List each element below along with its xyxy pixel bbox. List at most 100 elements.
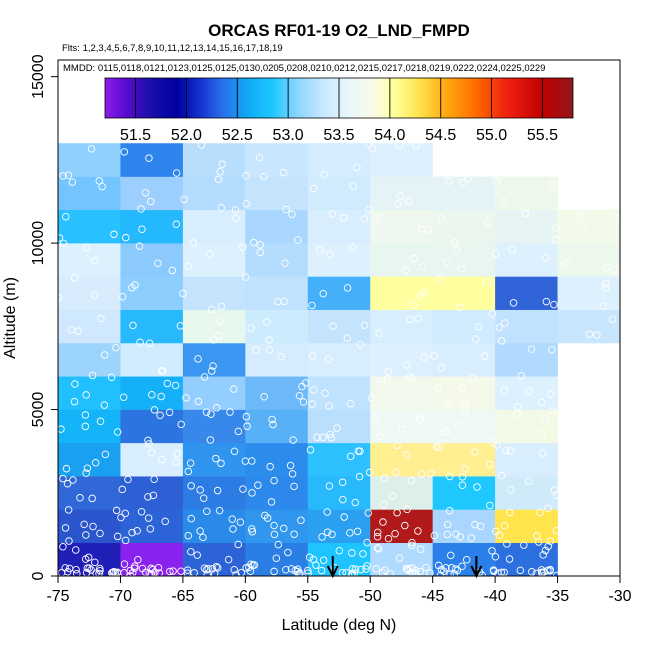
sample-point	[476, 522, 485, 531]
sample-point	[186, 459, 195, 467]
sample-point	[101, 450, 110, 459]
sample-point	[497, 337, 506, 345]
sample-point	[274, 540, 283, 549]
sample-point	[372, 414, 381, 423]
sample-point	[363, 562, 371, 570]
sample-point	[381, 566, 389, 574]
sample-point	[552, 223, 561, 232]
heatmap-cell	[245, 209, 309, 244]
sample-point	[430, 352, 439, 360]
sample-point	[469, 374, 477, 383]
heatmap-cell	[58, 143, 121, 177]
sample-point	[422, 563, 430, 572]
sample-point	[418, 262, 427, 271]
sample-point	[305, 553, 314, 561]
x-tick-label: -40	[484, 588, 507, 605]
sample-point	[427, 469, 435, 478]
sample-point	[319, 433, 327, 442]
sample-point	[206, 250, 214, 258]
sample-point	[214, 332, 223, 340]
sample-point	[96, 566, 104, 575]
sample-point	[380, 500, 388, 509]
sample-point	[293, 567, 302, 576]
y-axis: 0 5000 10000 15000	[30, 54, 59, 580]
sample-point	[119, 393, 128, 402]
sample-point	[256, 248, 265, 257]
sample-point	[562, 259, 570, 268]
sample-point	[454, 421, 463, 429]
sample-point	[521, 209, 530, 218]
sample-point	[210, 569, 219, 578]
heatmap-cell	[495, 409, 558, 444]
sample-point	[110, 567, 118, 576]
sample-point	[551, 235, 559, 244]
sample-point	[517, 372, 525, 380]
sample-point	[216, 167, 224, 176]
colorbar-tick-label: 55.5	[527, 127, 558, 144]
sample-point	[150, 406, 159, 414]
sample-point	[548, 180, 556, 189]
sample-point	[151, 568, 159, 576]
sample-point	[407, 541, 416, 550]
heatmap-cell	[370, 342, 433, 377]
sample-point	[135, 242, 144, 250]
sample-point	[416, 413, 425, 422]
sample-point	[602, 280, 610, 288]
flights-list: Flts: 1,2,3,4,5,6,7,8,9,10,11,12,13,14,1…	[62, 43, 283, 54]
heatmap-cell	[432, 442, 496, 477]
sample-point	[359, 550, 367, 558]
heatmap-cell	[245, 442, 309, 477]
sample-point	[376, 432, 385, 441]
sample-point	[491, 250, 500, 258]
sample-point	[146, 197, 155, 206]
sample-point	[328, 210, 337, 218]
heatmap-cell	[182, 209, 246, 244]
sample-point	[353, 527, 362, 536]
sample-point	[144, 493, 152, 501]
sample-point	[242, 412, 251, 421]
sample-point	[447, 551, 455, 560]
sample-point	[326, 430, 335, 439]
sample-point	[242, 199, 251, 208]
sample-point	[309, 386, 318, 394]
sample-point	[368, 145, 377, 153]
sample-point	[306, 446, 315, 454]
heatmap-cell	[245, 243, 309, 277]
sample-point	[226, 408, 234, 416]
sample-point	[360, 215, 369, 223]
sample-point	[286, 461, 295, 470]
sample-point	[340, 513, 348, 521]
sample-point	[339, 214, 348, 222]
sample-point	[516, 566, 525, 575]
colorbar-tick-label: 54.5	[425, 127, 456, 144]
heatmap-cell	[245, 276, 309, 310]
sample-point	[364, 509, 372, 517]
sample-point	[173, 449, 181, 458]
sample-point	[120, 560, 129, 568]
sample-point	[212, 454, 220, 463]
heatmap-cell	[58, 176, 121, 211]
sample-point	[483, 278, 491, 287]
sample-point	[82, 531, 90, 539]
sample-point	[73, 570, 81, 578]
sample-point	[269, 420, 277, 429]
sample-point	[169, 567, 177, 575]
sample-point	[149, 491, 158, 500]
sample-point	[144, 436, 152, 445]
sample-point	[327, 434, 336, 442]
sample-point	[293, 565, 302, 573]
sample-point	[180, 195, 188, 204]
sample-point	[458, 562, 466, 571]
sample-point	[378, 380, 386, 389]
sample-point	[323, 528, 332, 536]
sample-point	[407, 476, 416, 485]
sample-point	[412, 141, 420, 150]
sample-point	[542, 297, 551, 306]
x-tick-label: -60	[234, 588, 257, 605]
heatmap-cell	[432, 276, 496, 310]
sample-point	[213, 564, 222, 572]
sample-point	[148, 565, 157, 574]
heatmap-cell	[370, 476, 433, 510]
sample-point	[145, 440, 153, 448]
sample-point	[393, 508, 401, 517]
